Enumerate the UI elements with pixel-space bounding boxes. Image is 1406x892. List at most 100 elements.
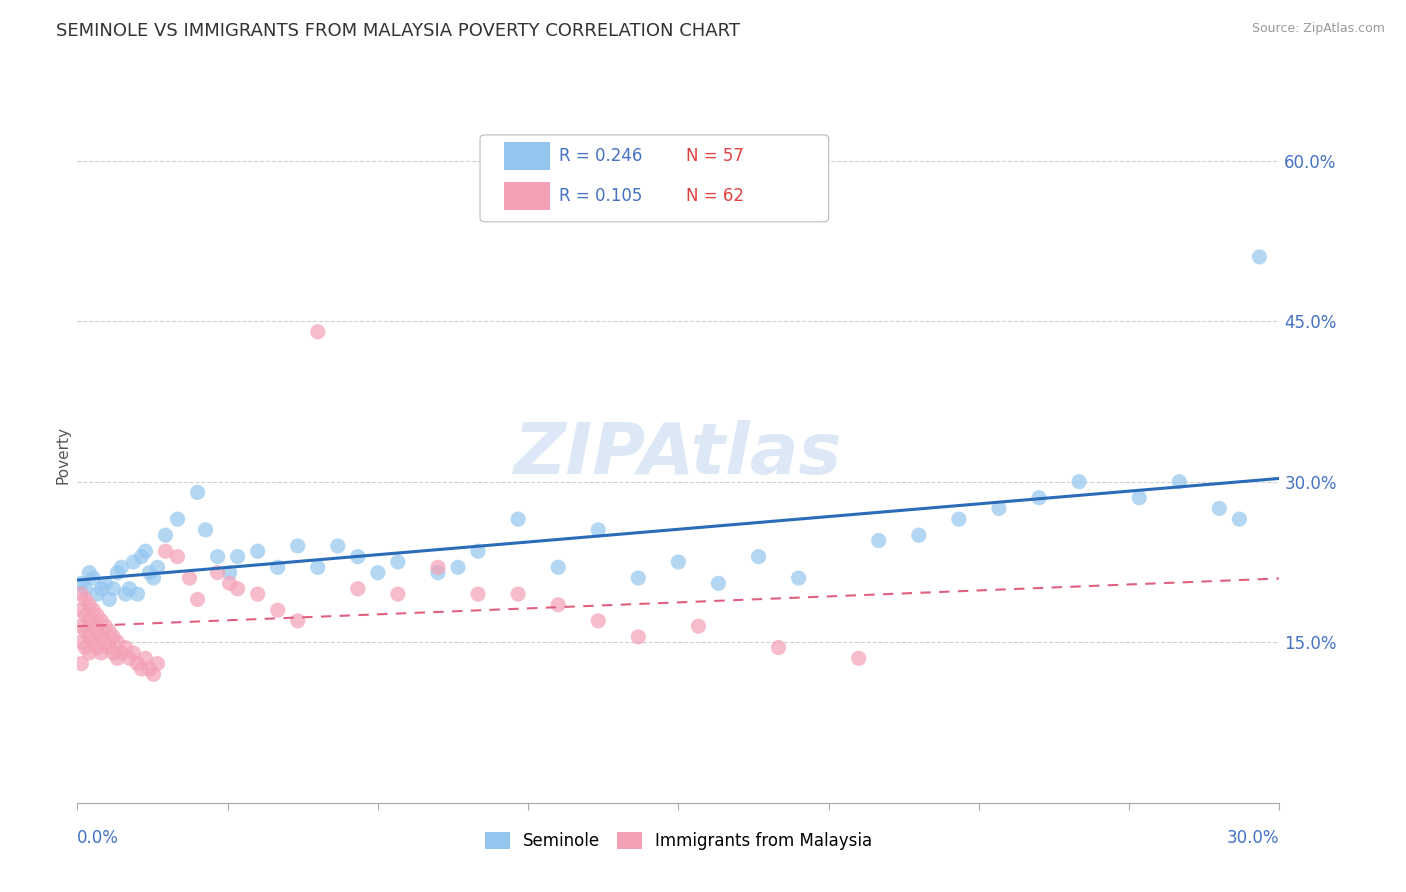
Point xyxy=(1028,491,1050,505)
Point xyxy=(688,619,710,633)
Point xyxy=(127,587,149,601)
Point xyxy=(70,603,93,617)
Point xyxy=(848,651,870,665)
Point xyxy=(79,566,101,580)
FancyBboxPatch shape xyxy=(505,183,550,211)
Point xyxy=(1168,475,1191,489)
Point xyxy=(307,560,329,574)
Point xyxy=(86,587,108,601)
Point xyxy=(627,571,650,585)
Point xyxy=(287,614,309,628)
Text: SEMINOLE VS IMMIGRANTS FROM MALAYSIA POVERTY CORRELATION CHART: SEMINOLE VS IMMIGRANTS FROM MALAYSIA POV… xyxy=(56,22,740,40)
Point xyxy=(1069,475,1091,489)
Point xyxy=(267,560,290,574)
Point xyxy=(948,512,970,526)
Point xyxy=(194,523,217,537)
Point xyxy=(155,544,177,558)
Point xyxy=(86,608,108,623)
Point xyxy=(467,544,489,558)
Point xyxy=(186,485,209,500)
Point xyxy=(367,566,389,580)
Point xyxy=(307,325,329,339)
Point xyxy=(1249,250,1271,264)
Point xyxy=(122,646,145,660)
Point xyxy=(98,592,121,607)
Point xyxy=(207,566,229,580)
Point xyxy=(98,624,121,639)
Point xyxy=(90,646,112,660)
Point xyxy=(287,539,309,553)
Point xyxy=(588,523,610,537)
Point xyxy=(387,587,409,601)
Point xyxy=(75,592,97,607)
Point xyxy=(94,619,117,633)
Point xyxy=(127,657,149,671)
Point xyxy=(82,619,104,633)
FancyBboxPatch shape xyxy=(479,135,828,222)
Point xyxy=(75,624,97,639)
Text: ZIPAtlas: ZIPAtlas xyxy=(515,420,842,490)
Point xyxy=(107,651,129,665)
Point xyxy=(131,662,153,676)
Point xyxy=(138,566,160,580)
Point xyxy=(267,603,290,617)
Point xyxy=(186,592,209,607)
Point xyxy=(75,608,97,623)
Point xyxy=(107,635,129,649)
Point xyxy=(226,582,249,596)
Point xyxy=(103,582,125,596)
Point xyxy=(131,549,153,564)
Legend: Seminole, Immigrants from Malaysia: Seminole, Immigrants from Malaysia xyxy=(478,826,879,857)
Point xyxy=(246,544,269,558)
Point xyxy=(179,571,201,585)
Point xyxy=(246,587,269,601)
Point xyxy=(90,630,112,644)
Point xyxy=(508,587,530,601)
Text: N = 57: N = 57 xyxy=(686,147,744,165)
Point xyxy=(226,549,249,564)
Text: 0.0%: 0.0% xyxy=(77,829,120,847)
Point xyxy=(86,624,108,639)
Point xyxy=(768,640,790,655)
Point xyxy=(1208,501,1230,516)
Point xyxy=(98,640,121,655)
Point xyxy=(118,582,141,596)
Point xyxy=(166,512,188,526)
Point xyxy=(547,598,569,612)
Text: Source: ZipAtlas.com: Source: ZipAtlas.com xyxy=(1251,22,1385,36)
Point xyxy=(107,566,129,580)
Point xyxy=(79,630,101,644)
Point xyxy=(988,501,1011,516)
Point xyxy=(447,560,470,574)
Point xyxy=(1229,512,1251,526)
Point xyxy=(155,528,177,542)
Point xyxy=(166,549,188,564)
Point xyxy=(427,566,450,580)
Point xyxy=(218,576,240,591)
Point xyxy=(627,630,650,644)
Point xyxy=(326,539,349,553)
Point xyxy=(90,582,112,596)
Point xyxy=(748,549,770,564)
Point xyxy=(134,544,156,558)
Point xyxy=(79,646,101,660)
Point xyxy=(103,630,125,644)
Point xyxy=(94,635,117,649)
Point xyxy=(110,646,132,660)
Point xyxy=(75,582,97,596)
Point xyxy=(114,640,136,655)
Point xyxy=(94,576,117,591)
Text: 30.0%: 30.0% xyxy=(1227,829,1279,847)
Point xyxy=(467,587,489,601)
Point xyxy=(122,555,145,569)
Point xyxy=(908,528,931,542)
Point xyxy=(82,603,104,617)
Y-axis label: Poverty: Poverty xyxy=(55,425,70,484)
Point xyxy=(146,560,169,574)
Text: N = 62: N = 62 xyxy=(686,187,744,205)
Point xyxy=(427,560,450,574)
Point xyxy=(547,560,569,574)
Point xyxy=(707,576,730,591)
Point xyxy=(90,614,112,628)
Point xyxy=(207,549,229,564)
